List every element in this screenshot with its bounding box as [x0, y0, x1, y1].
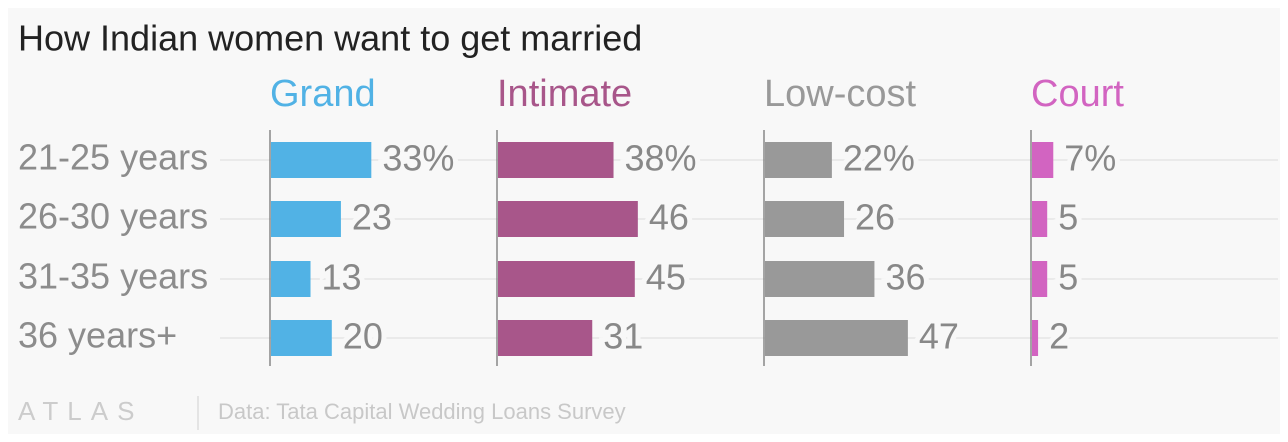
legend-label: Grand [270, 73, 376, 115]
category-label: 26-30 years [18, 196, 208, 237]
category-label: 36 years+ [18, 315, 177, 356]
bar [1032, 261, 1048, 297]
bar [271, 320, 332, 356]
value-label: 46 [649, 197, 689, 238]
value-label: 5 [1058, 257, 1078, 298]
value-label: 31 [603, 316, 643, 357]
chart-title: How Indian women want to get married [18, 18, 642, 59]
legend-label: Intimate [497, 73, 632, 115]
value-label: 23 [352, 197, 392, 238]
value-label: 36 [885, 257, 925, 298]
value-label: 38% [625, 138, 697, 179]
legend-label: Court [1031, 73, 1124, 115]
bar [498, 142, 614, 178]
value-label: 5 [1058, 197, 1078, 238]
category-label: 21-25 years [18, 137, 208, 178]
value-label: 7% [1064, 138, 1116, 179]
value-label: 20 [343, 316, 383, 357]
bar [271, 201, 341, 237]
value-label: 33% [382, 138, 454, 179]
bar [765, 201, 845, 237]
value-label: 13 [322, 257, 362, 298]
bar [271, 142, 372, 178]
background [8, 8, 1280, 434]
bar [498, 320, 593, 356]
bar [765, 320, 908, 356]
category-label: 31-35 years [18, 256, 208, 297]
source: Data: Tata Capital Wedding Loans Survey [218, 399, 626, 424]
logo: ATLAS [18, 396, 143, 426]
bar [1032, 142, 1054, 178]
value-label: 45 [646, 257, 686, 298]
bar [498, 261, 635, 297]
value-label: 26 [855, 197, 895, 238]
value-label: 47 [919, 316, 959, 357]
value-label: 2 [1049, 316, 1069, 357]
value-label: 22% [843, 138, 915, 179]
bar [1032, 201, 1048, 237]
bar [1032, 320, 1039, 356]
bar [271, 261, 311, 297]
bar [498, 201, 638, 237]
legend-label: Low-cost [764, 73, 916, 115]
bar [765, 142, 832, 178]
bar [765, 261, 875, 297]
